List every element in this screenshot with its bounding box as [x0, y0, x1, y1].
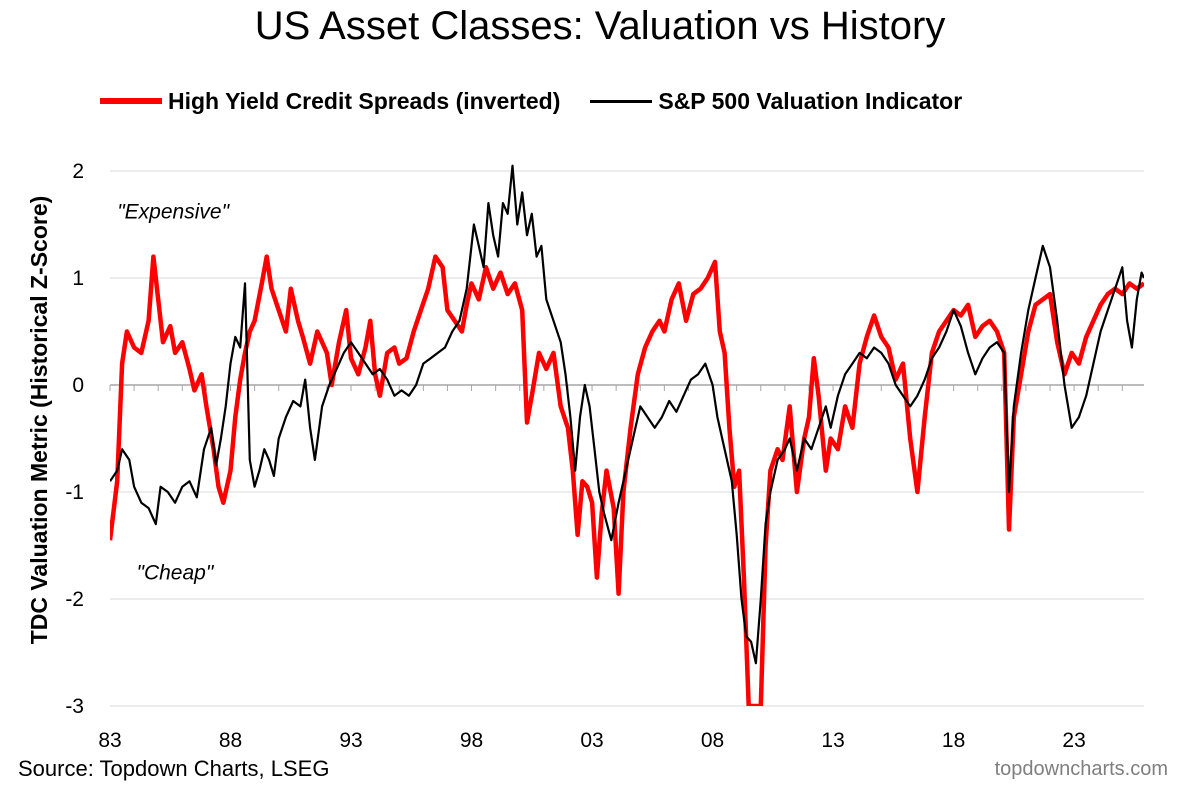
- annotation-expensive: "Expensive": [117, 201, 230, 224]
- y-tick-label: 0: [72, 374, 84, 397]
- legend-swatch-black: [590, 99, 653, 103]
- tick-labels: 2 1 0 -1 -2 -3 83 88 93 98 03 08 13 18 23 "Expensive" "C…: [65, 160, 1085, 752]
- x-tick-label: 08: [701, 729, 724, 752]
- x-tick-label: 23: [1062, 729, 1085, 752]
- legend-item-sp500: S&P 500 Valuation Indicator: [590, 88, 962, 115]
- y-tick-label: 1: [72, 267, 84, 290]
- x-tick-label: 88: [219, 729, 242, 752]
- y-tick-label: 2: [72, 160, 84, 183]
- legend-item-hy-spreads: High Yield Credit Spreads (inverted): [100, 88, 560, 115]
- series-line-sp500: [110, 164, 1144, 665]
- x-tick-label: 93: [339, 729, 362, 752]
- axes: [109, 384, 1144, 391]
- watermark: topdowncharts.com: [994, 758, 1168, 780]
- x-tick-label: 98: [460, 729, 483, 752]
- chart-title: US Asset Classes: Valuation vs History: [254, 4, 946, 48]
- y-tick-label: -3: [65, 695, 84, 718]
- y-tick-label: -2: [65, 588, 84, 611]
- legend-label-sp500: S&P 500 Valuation Indicator: [658, 87, 963, 114]
- x-tick-label: 13: [821, 729, 844, 752]
- x-tick-label: 18: [942, 729, 965, 752]
- annotation-cheap: "Cheap": [137, 561, 215, 584]
- y-axis-label: TDC Valuation Metric (Historical Z-Score…: [26, 196, 52, 645]
- legend-swatch-red: [100, 98, 162, 104]
- x-tick-label: 83: [98, 729, 121, 752]
- source-note: Source: Topdown Charts, LSEG: [18, 756, 330, 781]
- series-line-hy-spreads: [110, 254, 1144, 706]
- gridlines: [110, 170, 1144, 707]
- y-tick-label: -1: [65, 481, 84, 504]
- x-tick-label: 03: [580, 729, 603, 752]
- legend: High Yield Credit Spreads (inverted) S&P…: [100, 86, 992, 116]
- legend-label-hy-spreads: High Yield Credit Spreads (inverted): [168, 87, 561, 114]
- series-lines: [110, 164, 1144, 706]
